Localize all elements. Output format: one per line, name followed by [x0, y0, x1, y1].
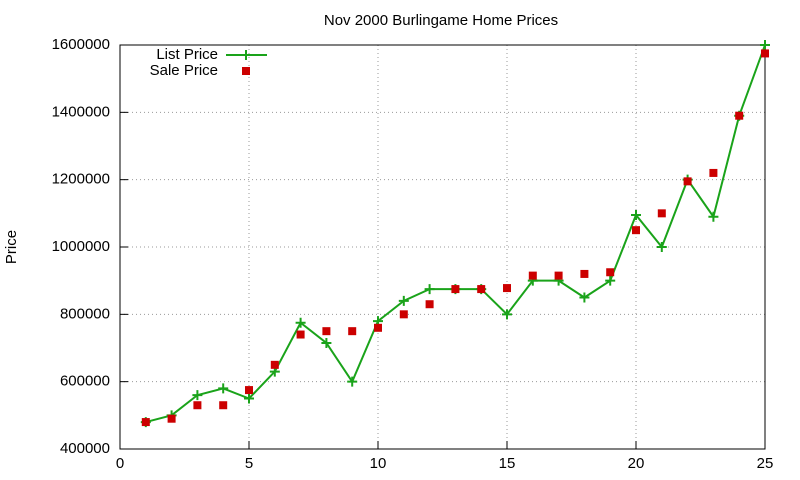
point-marker	[605, 275, 616, 286]
point-marker	[374, 323, 382, 332]
point-marker	[347, 376, 358, 387]
point-marker	[709, 168, 718, 177]
point-marker	[245, 386, 253, 395]
point-marker	[295, 317, 306, 328]
point-marker	[425, 300, 434, 309]
point-marker	[735, 111, 744, 120]
y-tick-label: 800000	[60, 305, 110, 322]
x-tick-label: 10	[370, 455, 387, 472]
point-marker	[760, 40, 770, 50]
point-marker	[451, 285, 460, 294]
point-marker	[579, 292, 590, 303]
y-tick-label: 400000	[60, 440, 110, 457]
point-marker	[632, 226, 640, 235]
point-marker	[192, 390, 203, 401]
y-tick-label: 1000000	[52, 238, 110, 255]
point-marker	[761, 49, 769, 58]
point-marker	[477, 285, 486, 294]
point-marker	[606, 268, 615, 277]
chart-title: Nov 2000 Burlingame Home Prices	[324, 12, 558, 29]
y-tick-label: 1600000	[52, 36, 110, 53]
point-marker	[503, 284, 511, 293]
point-marker	[322, 327, 331, 336]
x-tick-label: 15	[499, 455, 516, 472]
point-marker	[218, 383, 229, 394]
x-tick-label: 25	[757, 455, 774, 472]
point-marker	[244, 393, 254, 404]
point-marker	[219, 401, 228, 410]
point-marker	[193, 401, 202, 410]
x-tick-label: 5	[245, 455, 253, 472]
legend-swatch	[241, 50, 251, 60]
point-marker	[348, 327, 357, 336]
point-marker	[554, 271, 563, 280]
point-marker	[657, 209, 666, 218]
y-axis-label: Price	[3, 230, 20, 264]
plot-frame	[119, 44, 766, 450]
point-marker	[296, 330, 305, 339]
point-marker	[398, 295, 409, 306]
point-marker	[141, 418, 150, 427]
point-marker	[321, 337, 332, 348]
x-tick-label: 20	[628, 455, 645, 472]
y-tick-label: 1200000	[52, 171, 110, 188]
point-marker	[708, 211, 719, 222]
point-marker	[656, 242, 667, 252]
y-tick-label: 600000	[60, 373, 110, 390]
point-marker	[424, 284, 435, 295]
legend-label: List Price	[156, 46, 218, 63]
point-marker	[399, 310, 408, 319]
point-marker	[631, 210, 641, 221]
point-marker	[502, 309, 512, 320]
series-line	[145, 44, 766, 424]
point-marker	[270, 360, 279, 369]
x-tick-label: 0	[116, 455, 124, 472]
legend-swatch	[242, 67, 250, 75]
legend-label: Sale Price	[150, 62, 218, 79]
point-marker	[167, 414, 176, 423]
point-marker	[528, 271, 537, 280]
y-tick-label: 1400000	[52, 103, 110, 120]
point-marker	[683, 177, 692, 186]
point-marker	[580, 269, 589, 278]
